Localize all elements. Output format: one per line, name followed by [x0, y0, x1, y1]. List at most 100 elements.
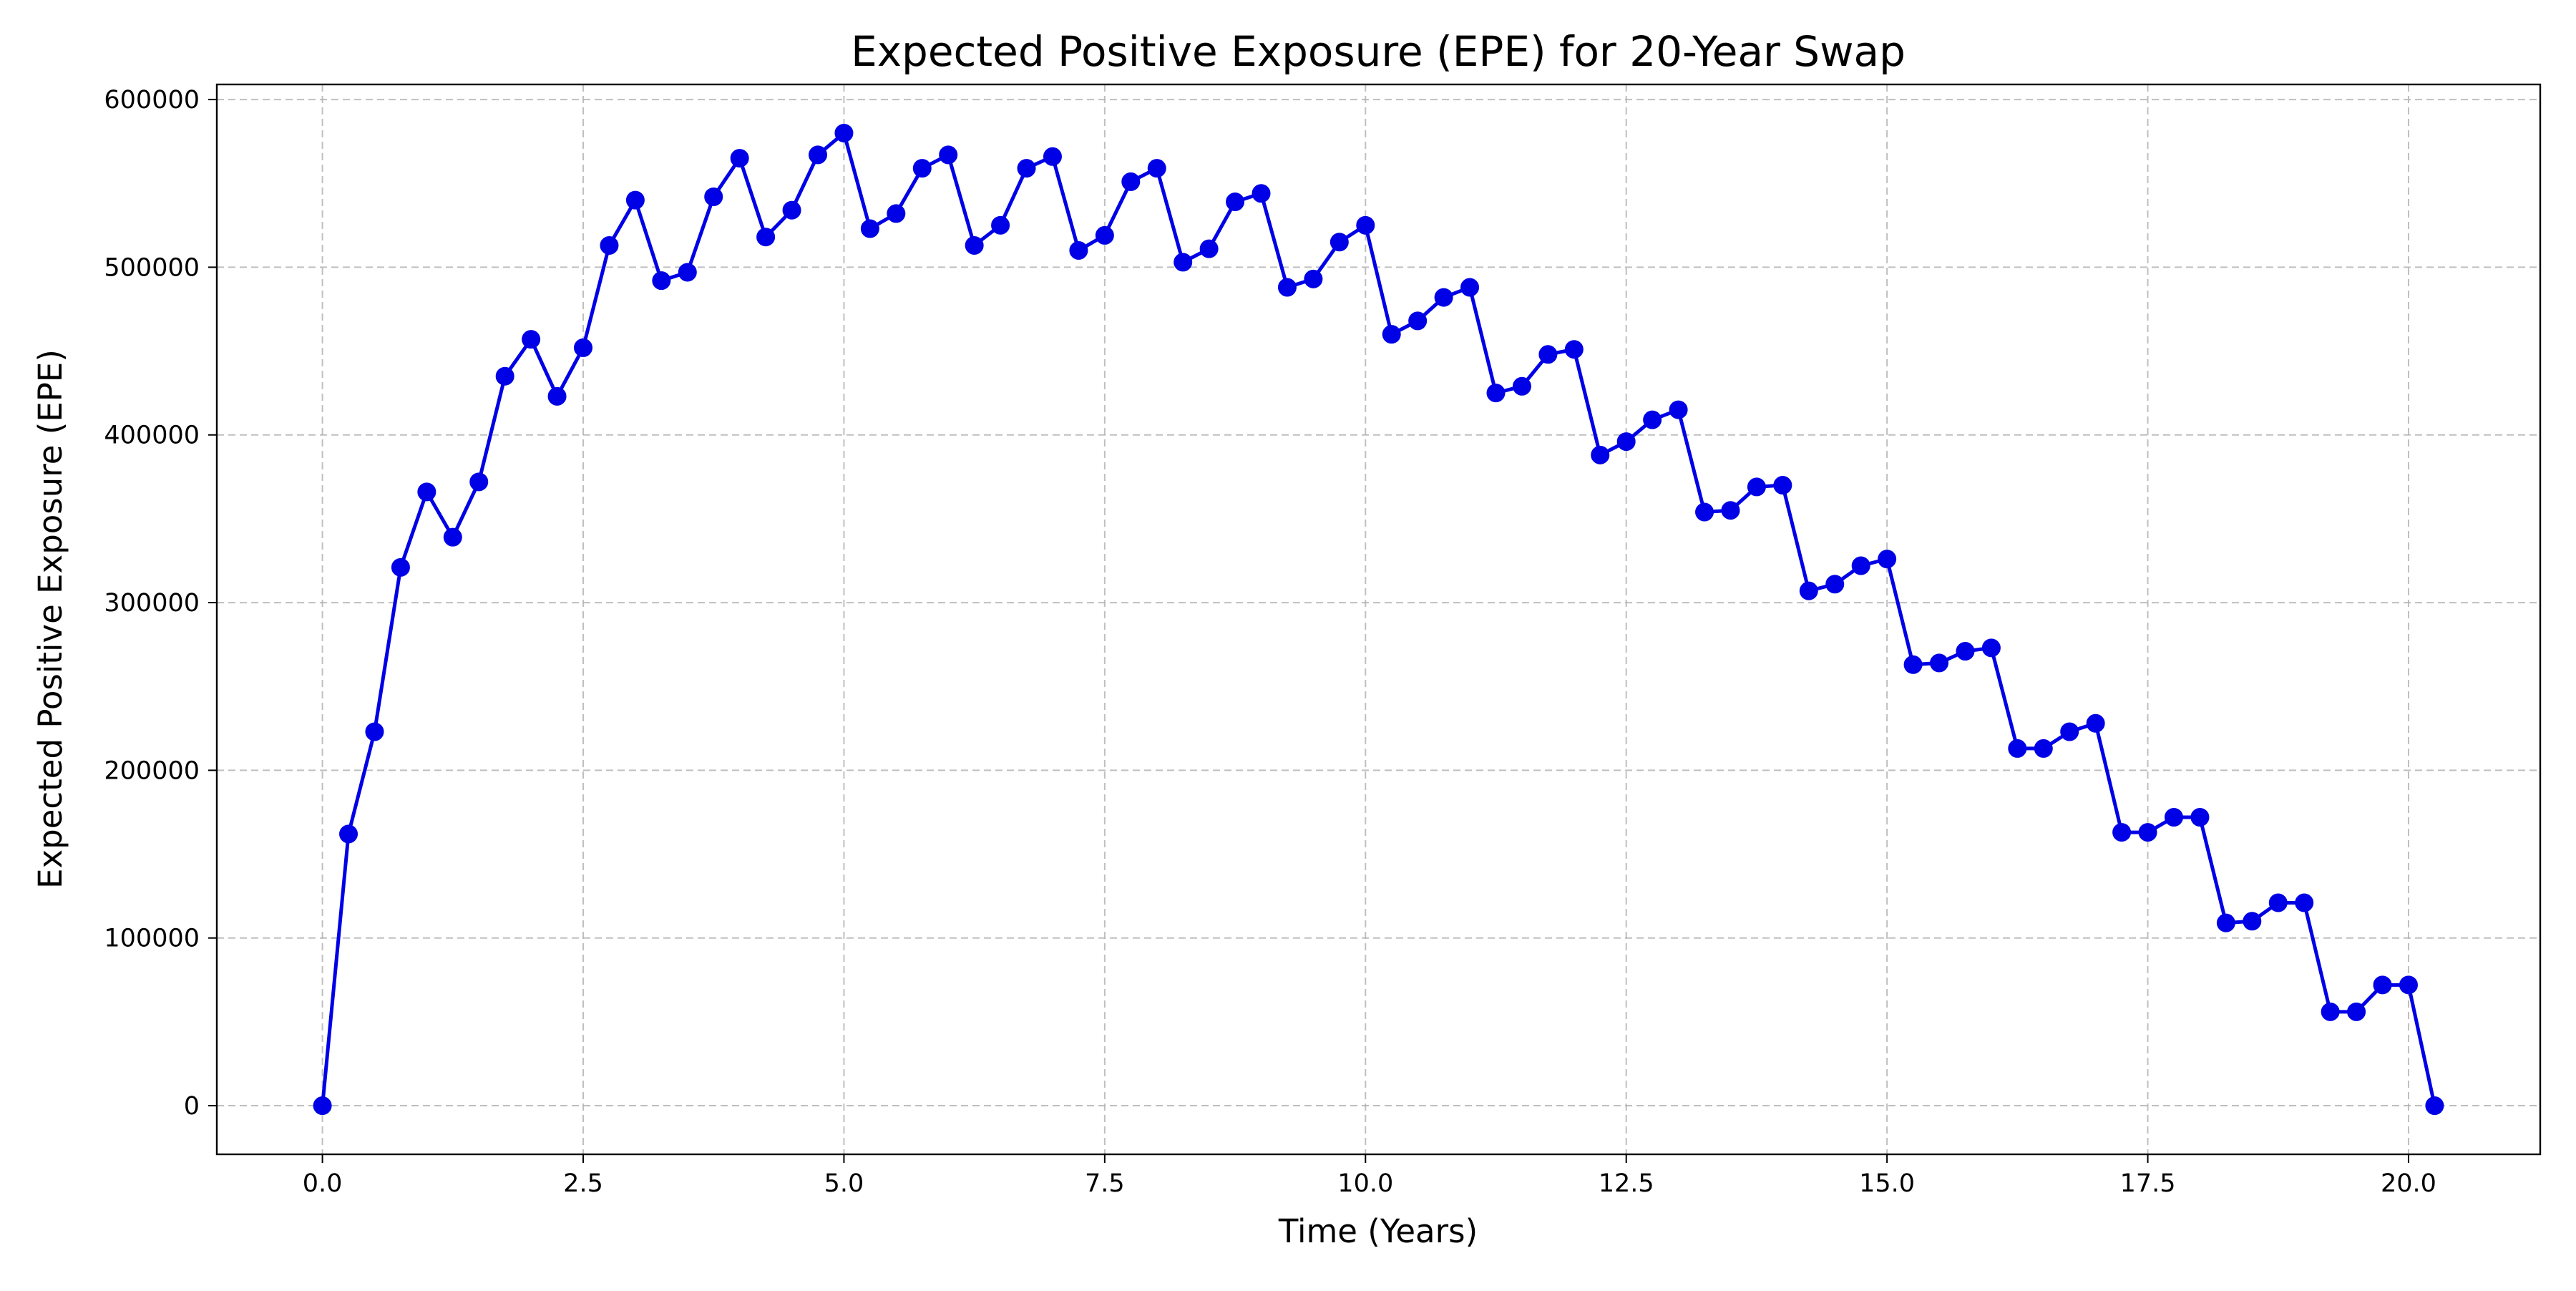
- x-tick-label: 5.0: [824, 1169, 864, 1198]
- y-tick-label: 500000: [104, 253, 200, 282]
- data-point: [1043, 147, 1062, 166]
- data-point: [1981, 638, 2001, 658]
- data-point: [1486, 384, 1506, 403]
- data-point: [991, 215, 1010, 235]
- x-tick-label: 17.5: [2120, 1169, 2176, 1198]
- data-point: [443, 527, 462, 547]
- data-point: [574, 338, 593, 357]
- data-point: [965, 235, 984, 255]
- data-point: [1512, 376, 1531, 396]
- data-point: [1226, 193, 1245, 212]
- data-point: [1851, 556, 1870, 575]
- y-tick-label: 200000: [104, 756, 200, 785]
- data-point: [1408, 311, 1428, 331]
- data-point: [1017, 159, 1036, 178]
- data-point: [2008, 739, 2027, 758]
- x-tick-label: 7.5: [1085, 1169, 1125, 1198]
- data-point: [1799, 581, 1818, 600]
- data-point: [704, 187, 723, 206]
- data-point: [860, 219, 879, 238]
- data-point: [1721, 501, 1740, 520]
- data-point: [1903, 655, 1923, 674]
- ticks-layer: 0.0 2.5 5.0 7.5 10.0 12.5 15.0 17.5 20.0 0 100000 2…: [104, 86, 2436, 1198]
- data-point: [600, 235, 619, 255]
- data-point: [417, 482, 436, 502]
- data-point: [2268, 893, 2288, 912]
- data-point: [1930, 653, 1949, 673]
- x-tick-label: 15.0: [1859, 1169, 1915, 1198]
- data-point: [756, 228, 776, 247]
- data-point: [2321, 1002, 2340, 1021]
- data-point: [625, 190, 645, 210]
- data-point: [1878, 550, 1897, 569]
- data-point: [1095, 225, 1114, 245]
- x-tick-label: 12.5: [1599, 1169, 1654, 1198]
- data-point: [2164, 808, 2183, 827]
- data-point: [365, 722, 384, 741]
- data-point: [2216, 913, 2235, 932]
- x-tick-label: 2.5: [563, 1169, 603, 1198]
- data-point: [678, 263, 697, 282]
- data-point: [391, 557, 410, 577]
- data-point: [2112, 823, 2132, 842]
- data-point: [1956, 642, 1975, 661]
- x-axis-label: Time (Years): [1278, 1212, 1478, 1250]
- data-point: [2399, 975, 2418, 995]
- data-point: [1252, 184, 1271, 203]
- data-point: [1747, 477, 1766, 497]
- data-point: [522, 330, 541, 349]
- data-point: [2425, 1096, 2444, 1116]
- data-point: [1434, 288, 1453, 307]
- data-point: [730, 149, 749, 168]
- chart-title: Expected Positive Exposure (EPE) for 20-…: [851, 27, 1906, 76]
- data-point: [339, 824, 358, 844]
- data-point: [1773, 476, 1792, 495]
- data-point: [495, 366, 514, 386]
- data-point: [1174, 253, 1193, 272]
- data-point: [2138, 823, 2157, 842]
- data-point: [469, 472, 489, 492]
- data-point: [2347, 1002, 2366, 1021]
- data-point: [2086, 713, 2105, 733]
- y-tick-label: 400000: [104, 422, 200, 450]
- data-point: [1643, 410, 1662, 429]
- data-point: [834, 123, 854, 142]
- data-point: [887, 204, 906, 223]
- data-point: [1121, 172, 1141, 191]
- y-tick-label: 300000: [104, 589, 200, 618]
- data-point: [1460, 278, 1480, 297]
- data-point: [2295, 893, 2314, 912]
- data-point: [782, 200, 801, 220]
- y-tick-label: 600000: [104, 86, 200, 115]
- y-axis-label: Expected Positive Exposure (EPE): [31, 349, 69, 889]
- data-point: [1825, 575, 1845, 594]
- data-point: [1669, 400, 1688, 419]
- data-point: [1277, 278, 1297, 297]
- data-point: [1382, 325, 1401, 344]
- data-point: [1330, 233, 1349, 252]
- data-point: [1304, 269, 1323, 288]
- series-layer: [313, 123, 2444, 1116]
- data-point: [2243, 912, 2262, 931]
- data-point: [1695, 502, 1714, 522]
- data-point: [1538, 345, 1558, 364]
- grid-layer: [217, 84, 2540, 1154]
- data-point: [313, 1096, 332, 1116]
- data-point: [2060, 722, 2079, 741]
- data-point: [1069, 240, 1088, 260]
- data-point: [1356, 215, 1375, 235]
- x-tick-label: 10.0: [1337, 1169, 1393, 1198]
- data-point: [939, 145, 958, 165]
- data-point: [2034, 739, 2053, 758]
- data-point: [1199, 239, 1219, 258]
- x-tick-label: 20.0: [2381, 1169, 2436, 1198]
- plot-frame: [215, 83, 2542, 1156]
- y-tick-label: 100000: [104, 925, 200, 953]
- data-point: [1147, 159, 1166, 178]
- data-point: [652, 271, 671, 291]
- series-line: [321, 131, 2436, 1106]
- axes-layer: [215, 83, 2542, 1156]
- x-tick-label: 0.0: [303, 1169, 343, 1198]
